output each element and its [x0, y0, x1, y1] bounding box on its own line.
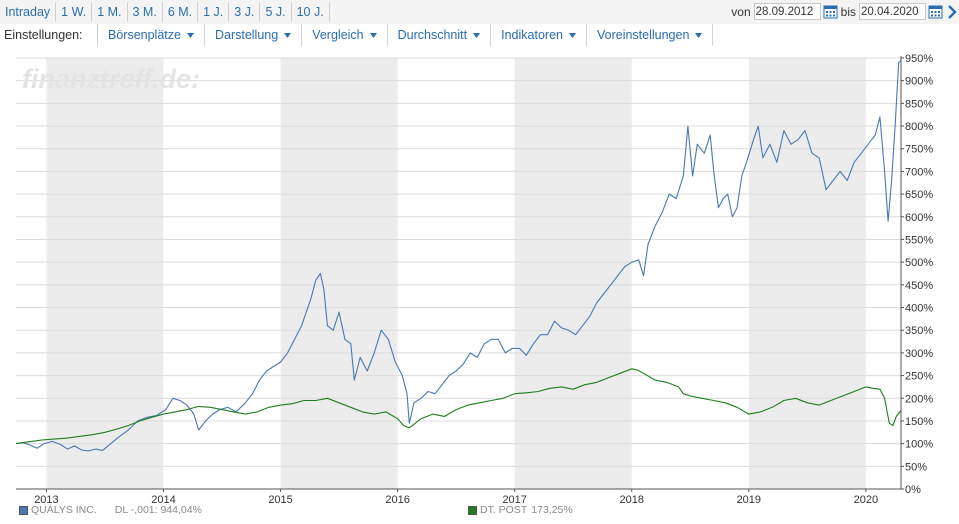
x-tick-label: 2014 [151, 494, 175, 504]
series-lines [15, 60, 902, 452]
watermark-text: finanztreff.de: [22, 64, 200, 94]
menu-label: Voreinstellungen [596, 28, 690, 42]
menu-label: Darstellung [214, 28, 279, 42]
series-line-qualys [15, 60, 902, 452]
y-tick-label: 450% [905, 280, 933, 292]
range-tab-3-j[interactable]: 3 J. [229, 2, 261, 22]
y-tick-label: 250% [905, 371, 933, 383]
legend-name: DT. POST [480, 504, 528, 516]
caret-down-icon [695, 32, 703, 38]
settings-bar: Einstellungen: Börsenplätze Darstellung Ve… [0, 24, 959, 46]
caret-down-icon [186, 32, 194, 38]
menu-label: Börsenplätze [108, 28, 181, 42]
y-tick-label: 700% [905, 166, 933, 178]
from-date-input[interactable] [753, 3, 821, 20]
legend-name: QUALYS INC. [31, 504, 97, 516]
y-tick-label: 800% [905, 121, 933, 133]
settings-menus: Börsenplätze Darstellung Vergleich Durchsch… [97, 24, 714, 46]
y-tick-label: 150% [905, 416, 933, 428]
caret-down-icon [568, 32, 576, 38]
x-tick-label: 2018 [620, 494, 644, 504]
range-tab-1-w[interactable]: 1 W. [56, 2, 93, 22]
menu-label: Durchschnitt [397, 28, 468, 42]
legend-value: DL -,001: 944,04% [114, 504, 202, 516]
x-tick-labels: 2013 2014 2015 2016 2017 2018 2019 2020 [34, 489, 878, 504]
year-band-2013 [46, 58, 164, 489]
x-tick-label: 2016 [385, 494, 409, 504]
caret-down-icon [284, 32, 292, 38]
calendar-icon[interactable] [823, 4, 838, 19]
legend-item-qualys: QUALYS INC. DL -,001: 944,04% [19, 504, 202, 516]
range-tab-10-j[interactable]: 10 J. [292, 2, 330, 22]
menu-durchschnitt[interactable]: Durchschnitt [386, 24, 490, 46]
from-label: von [731, 4, 751, 19]
x-tick-label: 2017 [502, 494, 526, 504]
y-tick-label: 0% [905, 484, 921, 496]
legend-swatch [468, 505, 477, 515]
x-tick-label: 2019 [737, 494, 761, 504]
year-band-2015 [280, 58, 398, 489]
range-tab-1-m[interactable]: 1 M. [92, 2, 128, 22]
x-tick-label: 2020 [854, 494, 878, 504]
legend-value: 173,25% [531, 504, 573, 516]
y-tick-labels: 0% 50% 100% 150% 200% 250% 300% 350% 400% 450% 500… [901, 53, 933, 496]
y-tick-label: 950% [905, 53, 933, 65]
y-tick-label: 550% [905, 234, 933, 246]
y-tick-label: 50% [905, 461, 927, 473]
year-band-2019 [748, 58, 866, 489]
range-tab-3-m[interactable]: 3 M. [128, 2, 163, 22]
legend-item-dt-post: DT. POST 173,25% [468, 504, 573, 516]
legend-swatch [19, 505, 28, 515]
range-tab-1-j[interactable]: 1 J. [198, 2, 230, 22]
series-line-dt-post [15, 368, 902, 445]
menu-vergleich[interactable]: Vergleich [301, 24, 386, 46]
caret-down-icon [369, 32, 377, 38]
y-tick-label: 500% [905, 257, 933, 269]
menu-indikatoren[interactable]: Indikatoren [490, 24, 586, 46]
range-tab-5-j[interactable]: 5 J. [260, 2, 292, 22]
time-range-tabs: Intraday 1 W. 1 M. 3 M. 6 M. 1 J. 3 J. 5 J. 10 J… [0, 2, 330, 22]
y-tick-label: 900% [905, 76, 933, 88]
menu-voreinstellungen[interactable]: Voreinstellungen [585, 24, 714, 46]
x-tick-label: 2015 [268, 494, 292, 504]
settings-label: Einstellungen: [4, 28, 83, 42]
top-toolbar: Intraday 1 W. 1 M. 3 M. 6 M. 1 J. 3 J. 5 J. 10 J… [0, 0, 959, 25]
y-tick-label: 350% [905, 325, 933, 337]
y-tick-label: 850% [905, 98, 933, 110]
y-tick-label: 400% [905, 303, 933, 315]
menu-label: Indikatoren [501, 28, 563, 42]
menu-boersenplaetze[interactable]: Börsenplätze [97, 24, 204, 46]
y-tick-label: 600% [905, 212, 933, 224]
price-chart: finanztreff.de: 0% 50% 100% 150% 200% 250% 300… [15, 53, 933, 504]
to-label: bis [840, 4, 856, 19]
year-band-2017 [514, 58, 632, 489]
year-bands [46, 58, 866, 489]
caret-down-icon [473, 32, 481, 38]
x-tick-label: 2013 [34, 494, 58, 504]
date-range: von bis [728, 3, 959, 20]
menu-darstellung[interactable]: Darstellung [203, 24, 301, 46]
chevron-right-icon[interactable] [945, 4, 959, 20]
y-tick-label: 650% [905, 189, 933, 201]
y-tick-label: 200% [905, 393, 933, 405]
range-tab-intraday[interactable]: Intraday [0, 2, 57, 22]
gridlines [16, 57, 901, 490]
y-tick-label: 750% [905, 144, 933, 156]
range-tab-6-m[interactable]: 6 M. [163, 2, 199, 22]
to-date-input[interactable] [859, 3, 926, 20]
y-tick-label: 100% [905, 439, 933, 451]
y-tick-label: 300% [905, 348, 933, 360]
calendar-icon[interactable] [928, 4, 943, 19]
menu-label: Vergleich [312, 28, 364, 42]
